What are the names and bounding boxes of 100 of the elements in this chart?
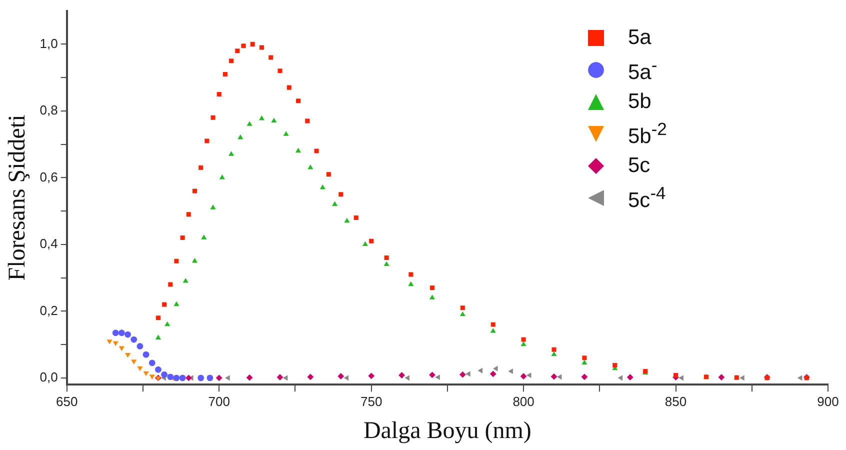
- point: [112, 330, 119, 336]
- point: [398, 372, 405, 378]
- point: [384, 256, 389, 260]
- point: [164, 321, 170, 326]
- point: [508, 368, 513, 374]
- point: [185, 374, 192, 382]
- point: [338, 373, 344, 380]
- point: [201, 234, 207, 240]
- legend-label: 5b$^{-2}$: [628, 119, 667, 149]
- point: [326, 172, 331, 177]
- point: [551, 351, 557, 356]
- point: [186, 212, 191, 217]
- point: [429, 294, 435, 300]
- point: [283, 131, 289, 136]
- legend-label: 5a$^{-}$: [628, 55, 658, 85]
- point: [678, 375, 684, 381]
- x-tick-label: 900: [817, 394, 839, 409]
- point: [216, 374, 222, 382]
- point: [278, 68, 282, 74]
- y-tick-label: 0,2: [40, 302, 58, 318]
- point: [155, 334, 161, 340]
- point: [173, 374, 180, 382]
- point: [521, 337, 526, 342]
- point: [198, 374, 204, 382]
- point: [258, 115, 264, 120]
- point: [556, 374, 562, 380]
- point: [106, 340, 112, 344]
- point: [718, 374, 725, 380]
- point: [282, 375, 288, 381]
- point: [155, 366, 162, 373]
- point: [192, 258, 198, 263]
- x-tick-label: 800: [512, 394, 534, 409]
- point: [143, 371, 149, 376]
- point: [198, 165, 204, 170]
- point: [118, 346, 124, 352]
- point: [308, 164, 314, 170]
- point: [118, 330, 125, 336]
- point: [492, 366, 498, 372]
- point: [460, 311, 466, 316]
- point: [142, 351, 150, 358]
- y-axis-title: Floresans Şiddeti: [4, 114, 31, 281]
- point: [229, 58, 234, 64]
- point: [204, 138, 210, 144]
- point: [384, 261, 390, 266]
- point: [582, 356, 587, 360]
- point: [161, 371, 168, 378]
- point: [228, 151, 234, 156]
- point: [314, 148, 319, 154]
- point: [408, 281, 414, 286]
- point: [124, 331, 131, 338]
- point: [136, 343, 144, 350]
- point: [268, 55, 274, 60]
- x-axis-title: Dalga Boyu (nm): [363, 418, 532, 444]
- point: [550, 373, 558, 380]
- point: [259, 45, 264, 50]
- point: [305, 118, 310, 124]
- x-tick-label: 850: [664, 394, 687, 409]
- point: [520, 341, 526, 346]
- point: [206, 374, 214, 382]
- legend-label: 5b: [628, 90, 652, 114]
- point: [149, 374, 155, 380]
- point: [174, 301, 180, 306]
- point: [235, 48, 240, 54]
- point: [552, 347, 556, 352]
- y-tick-label: 0,8: [40, 102, 58, 118]
- point: [241, 44, 246, 48]
- y-tick-label: 0,6: [40, 169, 58, 184]
- point: [307, 374, 314, 380]
- x-tick-label: 750: [360, 394, 382, 409]
- y-tick-label: 1,0: [40, 36, 58, 51]
- point: [612, 362, 618, 368]
- y-tick-label: 0,4: [40, 236, 58, 252]
- point: [332, 201, 338, 206]
- point: [344, 218, 350, 223]
- point: [182, 278, 188, 283]
- point: [466, 371, 470, 377]
- point: [167, 374, 174, 380]
- point: [490, 322, 496, 327]
- point: [296, 98, 301, 104]
- point: [238, 134, 244, 140]
- point: [179, 374, 186, 382]
- point: [460, 306, 465, 310]
- point: [740, 375, 744, 381]
- point: [490, 328, 496, 333]
- point: [210, 204, 216, 210]
- point: [216, 92, 222, 96]
- point: [124, 352, 131, 358]
- point: [222, 72, 228, 76]
- point: [137, 366, 143, 372]
- x-tick-label: 650: [56, 394, 78, 409]
- point: [320, 184, 326, 190]
- point: [271, 118, 277, 123]
- point: [180, 235, 185, 240]
- x-tick-label: 700: [208, 394, 230, 409]
- point: [168, 282, 173, 287]
- point: [246, 374, 253, 381]
- point: [112, 341, 118, 346]
- point: [344, 375, 349, 381]
- point: [797, 375, 802, 381]
- point: [192, 188, 198, 194]
